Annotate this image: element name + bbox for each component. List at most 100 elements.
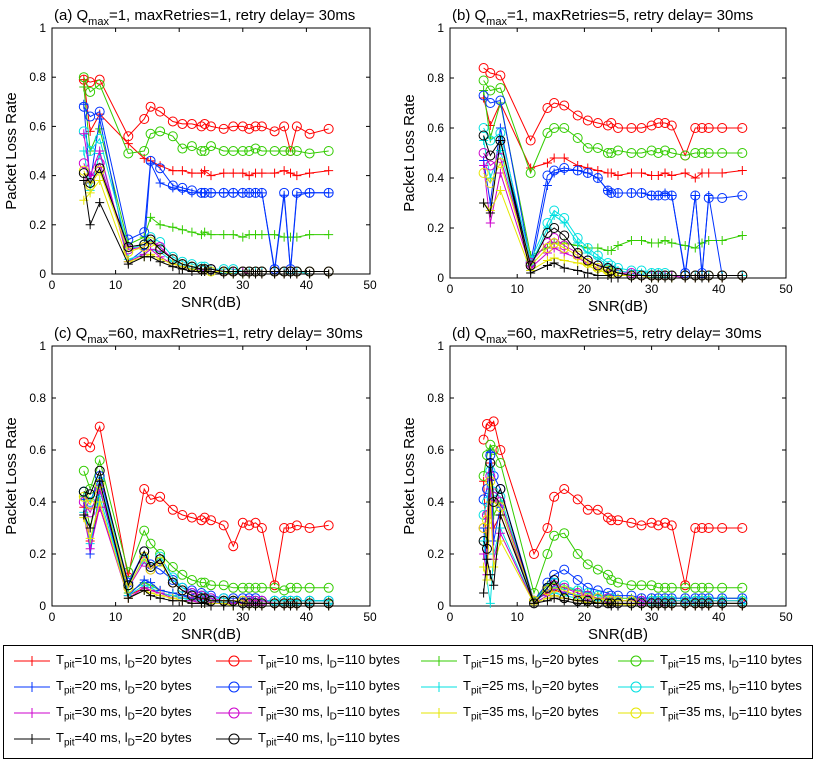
y-axis-label: Packet Loss Rate <box>3 417 20 535</box>
data-point <box>291 146 302 156</box>
data-point <box>559 528 570 539</box>
legend-entry: Tpit=25 ms, lD=20 bytes <box>419 676 599 698</box>
x-tick-label: 20 <box>173 278 187 292</box>
data-point <box>559 163 570 173</box>
data-point <box>479 588 489 598</box>
data-point <box>703 270 714 281</box>
data-point <box>636 598 647 609</box>
legend-label-part: pit <box>667 711 679 723</box>
data-point <box>660 118 671 128</box>
legend-entry: Tpit=30 ms, lD=20 bytes <box>12 702 192 724</box>
data-point <box>94 421 105 432</box>
data-point <box>737 190 748 201</box>
data-point <box>256 582 267 593</box>
data-point <box>660 598 671 609</box>
legend-label: Tpit=20 ms, lD=20 bytes <box>56 678 192 697</box>
data-point <box>145 101 156 112</box>
data-point <box>666 120 677 131</box>
data-point <box>79 510 89 520</box>
series-line <box>83 424 329 586</box>
data-point <box>572 250 583 261</box>
data-point <box>646 120 657 131</box>
series-line <box>83 77 329 155</box>
data-point <box>602 263 613 273</box>
legend-circle-marker-icon <box>618 681 654 693</box>
data-point <box>572 110 583 121</box>
legend-entry: Tpit=20 ms, lD=110 bytes <box>214 676 400 698</box>
legend-label-part: =20 bytes <box>134 651 192 667</box>
legend-label-part: pit <box>63 685 75 697</box>
data-point <box>250 187 261 198</box>
data-point <box>495 536 505 546</box>
data-point <box>737 270 748 281</box>
data-point <box>592 143 603 153</box>
data-point <box>244 598 255 609</box>
data-point <box>542 228 553 238</box>
data-point <box>606 246 616 255</box>
data-point <box>478 123 489 133</box>
data-point <box>602 598 613 609</box>
legend-label-part: pit <box>667 659 679 671</box>
data-point <box>485 135 496 146</box>
data-point <box>737 273 747 283</box>
data-point <box>269 582 280 593</box>
data-point <box>219 601 229 611</box>
data-point <box>549 491 560 502</box>
data-point <box>626 517 637 528</box>
data-point <box>485 421 496 432</box>
data-point <box>717 193 728 203</box>
panel-a: 0 10 20 30 40 50 0 0.2 0.4 0.6 0.8 1 (a) Qmax=1, max… <box>3 7 377 311</box>
x-tick-label: 40 <box>712 282 726 296</box>
data-point <box>94 163 105 174</box>
data-point <box>690 190 701 201</box>
data-point <box>549 577 560 588</box>
data-point <box>186 261 197 272</box>
data-point <box>206 595 216 606</box>
data-point <box>542 549 553 559</box>
data-point <box>646 517 657 528</box>
data-point <box>606 265 617 276</box>
legend-label-part: T <box>258 703 266 719</box>
data-point <box>549 258 559 268</box>
data-point <box>582 168 593 178</box>
data-point <box>206 264 216 275</box>
data-point <box>737 123 748 133</box>
data-point <box>250 143 261 154</box>
data-point <box>237 146 248 156</box>
legend-label-part: =20 ms, l <box>74 677 128 693</box>
legend-entry: Tpit=40 ms, lD=20 bytes <box>12 728 192 750</box>
data-point <box>549 575 560 585</box>
data-point <box>238 232 248 242</box>
data-point <box>485 458 496 468</box>
data-point <box>78 158 89 169</box>
legend-label-part: pit <box>265 737 277 749</box>
data-point <box>653 582 664 593</box>
data-point <box>218 580 229 591</box>
data-point <box>680 168 690 178</box>
legend-label-part: pit <box>470 659 482 671</box>
legend-label-part: T <box>463 703 471 719</box>
data-point <box>606 118 617 128</box>
series-group <box>78 421 334 611</box>
data-point <box>703 523 714 533</box>
series-group <box>478 416 748 611</box>
y-tick-label: 0.2 <box>427 221 444 235</box>
data-point <box>95 497 105 507</box>
data-point <box>228 146 239 156</box>
legend-label-part: D <box>731 659 739 671</box>
data-point <box>529 549 539 559</box>
legend-label: Tpit=15 ms, lD=20 bytes <box>463 652 599 671</box>
data-point <box>690 598 701 609</box>
data-point <box>250 266 261 277</box>
legend-label-part: =20 bytes <box>134 677 192 693</box>
legend-label-part: =15 ms, l <box>481 651 535 667</box>
legend-label-part: T <box>56 703 64 719</box>
data-point <box>206 230 216 240</box>
data-point <box>95 124 105 134</box>
y-tick-label: 0.8 <box>427 71 444 85</box>
data-point <box>177 182 188 193</box>
data-point <box>199 187 210 198</box>
legend-label-part: D <box>329 711 337 723</box>
data-point <box>186 590 197 601</box>
